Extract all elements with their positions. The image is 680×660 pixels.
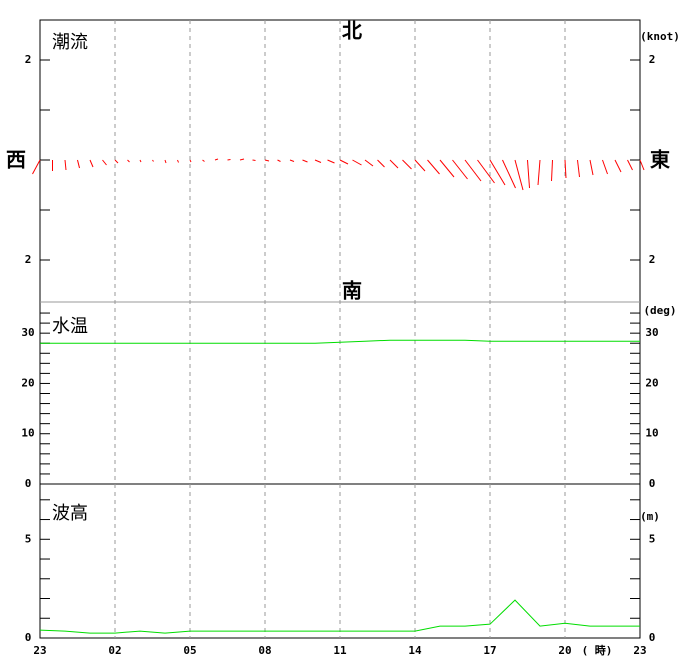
x-tick-label: 23 — [33, 644, 46, 657]
y-tick-label: 20 — [645, 376, 658, 389]
current-vector — [527, 159, 530, 189]
current-vector — [114, 159, 119, 164]
y-tick-label: 30 — [21, 326, 34, 339]
current-vector — [514, 159, 524, 191]
current-vector — [551, 159, 553, 182]
current-vector — [314, 159, 322, 163]
compass-east: 東 — [650, 148, 670, 172]
x-tick-label: 17 — [483, 644, 496, 657]
y-tick-label: 0 — [649, 631, 656, 644]
current-vector — [489, 159, 506, 186]
current-vector — [89, 159, 94, 168]
x-tick-label: 08 — [258, 644, 271, 657]
current-vector — [464, 159, 482, 182]
x-tick-label: 23 — [633, 644, 646, 657]
current-vector — [327, 159, 335, 164]
current-vector — [339, 159, 349, 165]
x-tick-label: 02 — [108, 644, 121, 657]
unit-label: (knot) — [640, 30, 680, 43]
current-vector — [177, 159, 179, 163]
current-vector — [564, 159, 567, 179]
y-tick-label: 10 — [645, 427, 658, 440]
x-tick-label: 20 — [558, 644, 571, 657]
data-line — [39, 599, 640, 634]
x-unit-label: ( 時) — [582, 643, 613, 657]
current-vector — [214, 158, 219, 161]
current-vector — [164, 159, 167, 164]
panel-title: 水温 — [52, 316, 88, 337]
current-vector — [277, 159, 281, 162]
current-vector — [377, 159, 385, 168]
compass-north: 北 — [342, 19, 362, 43]
data-line — [40, 339, 640, 344]
y-tick-label: 0 — [25, 631, 32, 644]
x-tick-label: 14 — [408, 644, 422, 657]
current-vector — [439, 159, 455, 178]
current-vector — [189, 159, 192, 163]
current-vector — [627, 159, 633, 171]
current-vector — [352, 159, 362, 166]
current-vector — [102, 159, 107, 166]
current-vector — [639, 159, 645, 171]
current-vector — [452, 159, 468, 180]
y-tick-label: 0 — [649, 477, 656, 490]
current-vector — [302, 159, 308, 163]
y-tick-label: 2 — [25, 53, 32, 66]
current-vector — [477, 159, 495, 184]
current-vector — [614, 159, 622, 173]
compass-west: 西 — [6, 148, 26, 172]
current-vector — [289, 159, 295, 162]
unit-label: (deg) — [643, 304, 676, 317]
current-vector — [152, 159, 154, 162]
unit-label: (m) — [640, 510, 660, 523]
current-vector — [227, 159, 231, 161]
y-tick-label: 10 — [21, 427, 34, 440]
panel-title: 潮流 — [52, 32, 88, 53]
y-tick-label: 2 — [649, 253, 656, 266]
current-vector — [589, 159, 594, 176]
current-vector — [402, 159, 412, 170]
frame — [39, 19, 641, 639]
x-tick-label: 11 — [333, 644, 347, 657]
compass-south: 南 — [342, 279, 362, 303]
current-vector — [427, 159, 440, 175]
current-vector — [264, 159, 270, 162]
current-vector — [537, 159, 541, 186]
panel-title: 波高 — [52, 503, 88, 524]
y-tick-label: 30 — [645, 326, 658, 339]
current-vector — [202, 159, 205, 162]
y-tick-label: 2 — [25, 253, 32, 266]
current-vector — [577, 159, 580, 178]
y-tick-label: 2 — [649, 53, 656, 66]
current-vector — [77, 159, 80, 169]
current-vector — [389, 159, 399, 169]
current-vector — [127, 159, 130, 163]
current-vector — [139, 159, 142, 163]
current-vector — [414, 159, 426, 172]
y-tick-label: 5 — [649, 532, 656, 545]
current-vector — [32, 159, 41, 175]
current-vector — [252, 159, 256, 161]
current-vector — [64, 159, 67, 171]
current-vector — [602, 159, 608, 175]
x-tick-label: 05 — [183, 644, 196, 657]
current-vector — [239, 158, 245, 161]
current-vector — [364, 159, 374, 167]
y-tick-label: 0 — [25, 477, 32, 490]
current-vector — [502, 159, 516, 189]
y-tick-label: 20 — [21, 376, 34, 389]
y-tick-label: 5 — [25, 532, 32, 545]
